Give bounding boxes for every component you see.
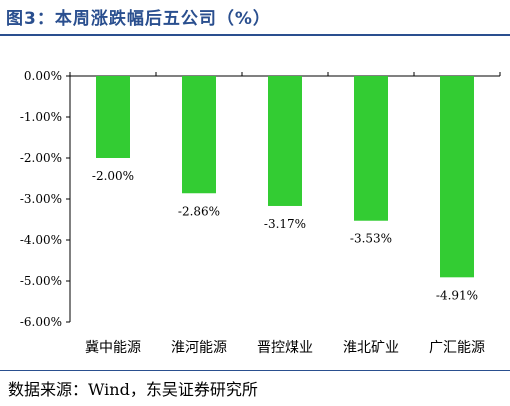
data-source: 数据来源：Wind，东吴证券研究所	[8, 380, 258, 399]
category-label: 广汇能源	[429, 340, 485, 356]
category-label: 淮北矿业	[343, 340, 399, 356]
data-label: -2.00%	[92, 169, 134, 183]
bar	[354, 76, 388, 221]
source-rule	[0, 370, 510, 371]
chart-title: 图3：本周涨跌幅后五公司（%）	[6, 9, 271, 29]
y-tick-label: -5.00%	[20, 274, 62, 288]
category-label: 晋控煤业	[257, 340, 313, 356]
bar	[268, 76, 302, 206]
data-label: -3.53%	[350, 232, 392, 246]
data-label: -2.86%	[178, 204, 220, 218]
bar	[96, 76, 130, 158]
bar	[440, 76, 474, 278]
y-tick-label: -6.00%	[20, 315, 62, 329]
bar	[182, 76, 216, 194]
title-rule	[0, 34, 510, 36]
y-tick-label: -4.00%	[20, 233, 62, 247]
data-label: -3.17%	[264, 217, 306, 231]
category-label: 淮河能源	[171, 340, 227, 356]
category-label: 冀中能源	[85, 340, 141, 356]
y-tick-label: -2.00%	[20, 151, 62, 165]
y-tick-label: 0.00%	[24, 69, 62, 83]
y-tick-label: -1.00%	[20, 110, 62, 124]
y-tick-label: -3.00%	[20, 192, 62, 206]
data-label: -4.91%	[436, 288, 478, 302]
